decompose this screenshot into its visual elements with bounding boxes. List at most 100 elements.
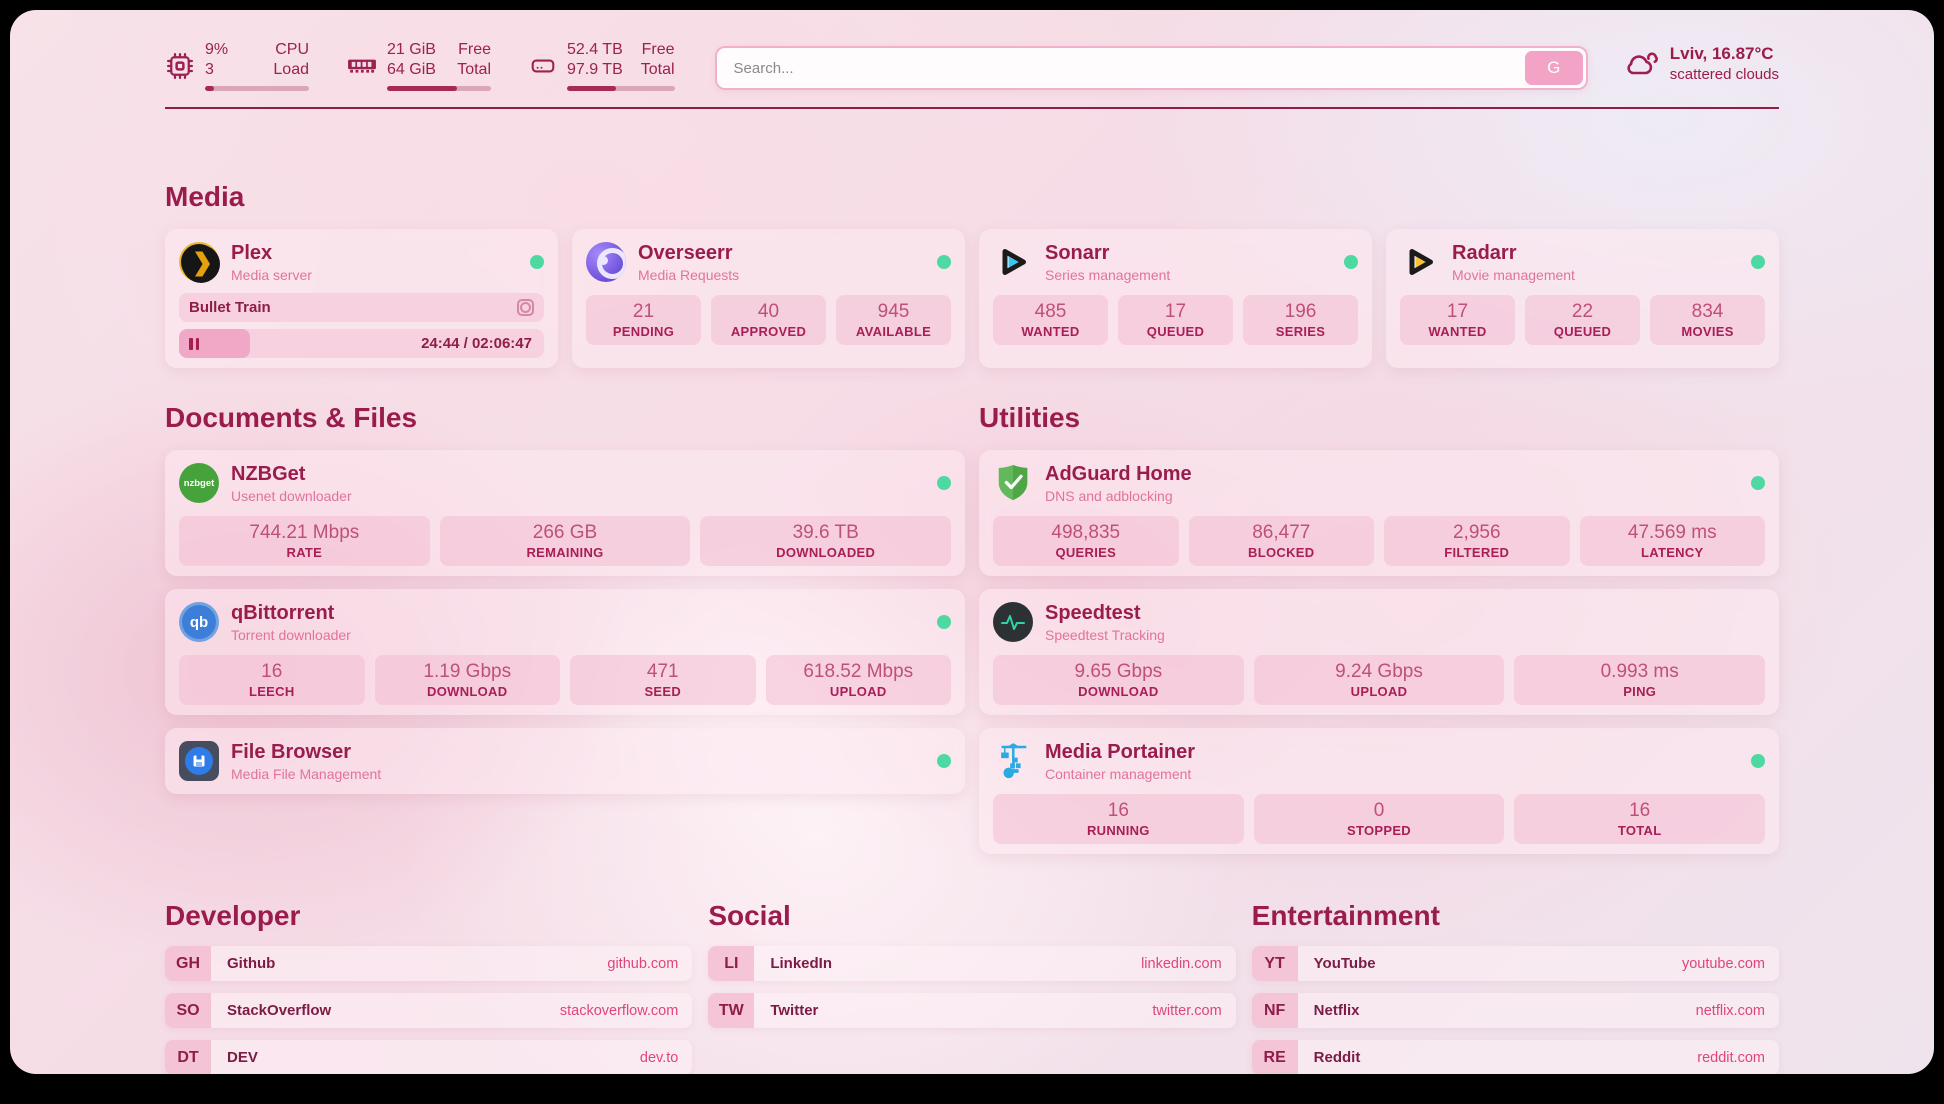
stat-tile-ping: 0.993 ms PING bbox=[1514, 655, 1766, 705]
stat-tile-wanted: 17 WANTED bbox=[1400, 295, 1515, 345]
system-stats: 9% 3 CPU Load bbox=[165, 38, 675, 91]
cpu-progress-bar bbox=[205, 86, 309, 91]
scattered-clouds-icon bbox=[1624, 49, 1660, 79]
bookmark-name: DEV bbox=[227, 1049, 258, 1066]
section-documents: Documents & Files nzbget NZBGet Usenet d… bbox=[165, 402, 965, 794]
stat-tile-download: 9.65 Gbps DOWNLOAD bbox=[993, 655, 1244, 705]
weather-location-temp: Lviv, 16.87°C bbox=[1669, 44, 1774, 63]
bookmark-name: Github bbox=[227, 955, 276, 972]
app-name: qBittorrent bbox=[231, 601, 335, 624]
stat-tile-series: 196 SERIES bbox=[1243, 295, 1358, 345]
stat-tile-remaining: 266 GB REMAINING bbox=[439, 516, 691, 566]
bookmark-github[interactable]: GH Github github.com bbox=[165, 946, 693, 981]
bookmark-netflix[interactable]: NF Netflix netflix.com bbox=[1251, 993, 1779, 1028]
weather-widget: Lviv, 16.87°C scattered clouds bbox=[1624, 44, 1779, 83]
bookmark-url: twitter.com bbox=[1152, 1002, 1222, 1019]
cpu-stat-widget: 9% 3 CPU Load bbox=[165, 40, 309, 91]
app-desc: Media server bbox=[231, 266, 312, 283]
disk-total-label: Total bbox=[640, 61, 675, 78]
plex-now-playing-row: Bullet Train bbox=[179, 293, 544, 322]
search-input[interactable] bbox=[719, 51, 1525, 85]
section-title-documents: Documents & Files bbox=[165, 402, 418, 433]
pause-icon[interactable] bbox=[189, 337, 199, 350]
stat-tile-available: 945 AVAILABLE bbox=[836, 295, 951, 345]
session-video-icon[interactable] bbox=[517, 299, 534, 316]
app-desc: DNS and adblocking bbox=[1045, 487, 1173, 504]
search-bar: G bbox=[714, 46, 1588, 90]
cpu-chip-icon bbox=[165, 51, 195, 81]
app-desc: Torrent downloader bbox=[231, 626, 351, 643]
section-title-social: Social bbox=[708, 900, 791, 931]
search-engine-button[interactable]: G bbox=[1524, 51, 1583, 85]
bookmark-name: Twitter bbox=[770, 1002, 819, 1019]
app-card-qbittorrent[interactable]: qb qBittorrent Torrent downloader 16 LEE… bbox=[165, 589, 965, 715]
cpu-load-value: 3 bbox=[205, 61, 214, 78]
section-developer: Developer GH Github github.com SO StackO… bbox=[165, 900, 693, 1074]
qbittorrent-icon: qb bbox=[179, 602, 219, 642]
status-online-dot bbox=[937, 615, 951, 629]
bookmark-dev[interactable]: DT DEV dev.to bbox=[165, 1040, 693, 1074]
app-card-nzbget[interactable]: nzbget NZBGet Usenet downloader 744.21 M… bbox=[165, 450, 965, 576]
storage-disk-icon bbox=[529, 53, 557, 79]
sonarr-icon bbox=[993, 242, 1033, 282]
status-online-dot bbox=[530, 255, 544, 269]
stat-tile-stopped: 0 STOPPED bbox=[1253, 794, 1505, 844]
stat-tile-latency: 47.569 ms LATENCY bbox=[1579, 516, 1765, 566]
app-card-portainer[interactable]: Media Portainer Container management 16 … bbox=[979, 728, 1779, 854]
ram-total-value: 64 GiB bbox=[387, 61, 436, 78]
bookmark-youtube[interactable]: YT YouTube youtube.com bbox=[1251, 946, 1779, 981]
status-online-dot bbox=[1751, 255, 1765, 269]
section-utilities: Utilities AdGuard Home D bbox=[979, 402, 1779, 854]
ram-free-label: Free bbox=[458, 41, 491, 58]
app-card-sonarr[interactable]: Sonarr Series management 485 WANTED 17 Q… bbox=[979, 229, 1372, 368]
app-name: Overseerr bbox=[638, 241, 733, 264]
stat-tile-upload: 9.24 Gbps UPLOAD bbox=[1253, 655, 1505, 705]
stat-tile-download: 1.19 Gbps DOWNLOAD bbox=[374, 655, 560, 705]
dashboard-screen: 9% 3 CPU Load bbox=[10, 10, 1934, 1074]
bookmark-url: youtube.com bbox=[1681, 955, 1765, 972]
bookmark-name: Netflix bbox=[1313, 1002, 1360, 1019]
radarr-icon bbox=[1400, 242, 1440, 282]
status-online-dot bbox=[937, 255, 951, 269]
app-name: Sonarr bbox=[1045, 241, 1110, 264]
app-card-radarr[interactable]: Radarr Movie management 17 WANTED 22 QUE… bbox=[1386, 229, 1779, 368]
app-name: Speedtest bbox=[1045, 601, 1141, 624]
bookmark-stackoverflow[interactable]: SO StackOverflow stackoverflow.com bbox=[165, 993, 693, 1028]
app-desc: Media Requests bbox=[638, 266, 740, 283]
bookmark-twitter[interactable]: TW Twitter twitter.com bbox=[708, 993, 1236, 1028]
bookmark-reddit[interactable]: RE Reddit reddit.com bbox=[1251, 1040, 1779, 1074]
now-playing-title: Bullet Train bbox=[189, 299, 271, 316]
app-desc: Speedtest Tracking bbox=[1045, 626, 1165, 643]
stat-tile-seed: 471 SEED bbox=[570, 655, 756, 705]
bookmark-url: stackoverflow.com bbox=[559, 1002, 679, 1019]
app-name: Radarr bbox=[1452, 241, 1517, 264]
speedtest-pulse-icon bbox=[993, 602, 1033, 642]
bookmark-abbr: RE bbox=[1251, 1040, 1298, 1074]
plex-playback-progress[interactable]: 24:44 / 02:06:47 bbox=[179, 329, 544, 358]
app-desc: Usenet downloader bbox=[231, 487, 352, 504]
section-media: Media Plex Media server bbox=[165, 181, 1779, 368]
stat-tile-movies: 834 MOVIES bbox=[1650, 295, 1765, 345]
app-name: File Browser bbox=[231, 740, 352, 763]
app-card-overseerr[interactable]: Overseerr Media Requests 21 PENDING 40 A… bbox=[572, 229, 965, 368]
app-card-speedtest[interactable]: Speedtest Speedtest Tracking 9.65 Gbps D… bbox=[979, 589, 1779, 715]
header-divider bbox=[165, 107, 1779, 109]
status-online-dot bbox=[1751, 476, 1765, 490]
status-online-dot bbox=[937, 476, 951, 490]
section-title-entertainment: Entertainment bbox=[1251, 900, 1440, 931]
stat-tile-queued: 17 QUEUED bbox=[1118, 295, 1233, 345]
bookmark-abbr: LI bbox=[708, 946, 755, 981]
app-card-adguard[interactable]: AdGuard Home DNS and adblocking 498,835 … bbox=[979, 450, 1779, 576]
bookmark-linkedin[interactable]: LI LinkedIn linkedin.com bbox=[708, 946, 1236, 981]
section-title-developer: Developer bbox=[165, 900, 301, 931]
disk-total-value: 97.9 TB bbox=[567, 61, 623, 78]
stat-tile-queries: 498,835 QUERIES bbox=[993, 516, 1179, 566]
ram-total-label: Total bbox=[457, 61, 491, 78]
bookmark-abbr: SO bbox=[165, 993, 211, 1028]
app-card-filebrowser[interactable]: File Browser Media File Management bbox=[165, 728, 965, 794]
app-card-plex[interactable]: Plex Media server Bullet Train 24:44 / 0… bbox=[165, 229, 558, 368]
plex-icon bbox=[179, 242, 220, 283]
bookmark-url: reddit.com bbox=[1697, 1049, 1765, 1066]
app-name: AdGuard Home bbox=[1045, 462, 1192, 485]
cpu-percent: 9% bbox=[205, 41, 229, 58]
